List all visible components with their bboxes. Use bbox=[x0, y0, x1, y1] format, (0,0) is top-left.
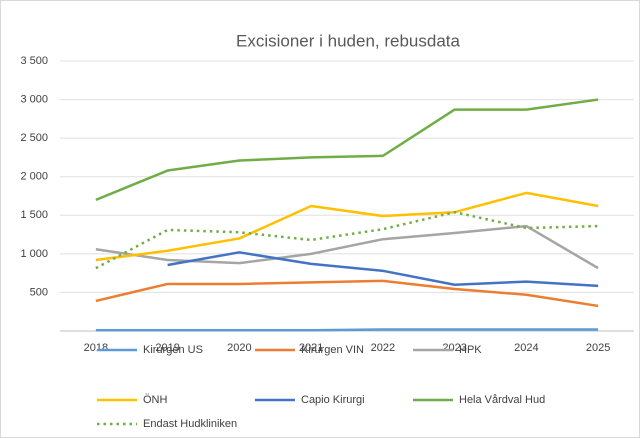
y-tick-label: 2 500 bbox=[20, 132, 48, 144]
legend-label: ÖNH bbox=[143, 394, 168, 406]
series-line bbox=[95, 328, 599, 332]
y-tick-label: 2 000 bbox=[20, 171, 48, 183]
legend-label: Kirurgen US bbox=[143, 344, 203, 356]
x-tick-label: 2020 bbox=[227, 342, 251, 354]
y-tick-label: 1 000 bbox=[20, 248, 48, 260]
series-line bbox=[95, 98, 599, 202]
x-tick-label: 2025 bbox=[586, 342, 610, 354]
x-tick-label: 2022 bbox=[371, 342, 395, 354]
x-tick-label: 2021 bbox=[299, 342, 323, 354]
chart-title: Excisioner i huden, rebusdata bbox=[236, 31, 461, 50]
series-line bbox=[95, 224, 599, 270]
series-line bbox=[167, 251, 599, 288]
y-tick-label: 500 bbox=[30, 286, 48, 298]
x-tick-label: 2024 bbox=[514, 342, 538, 354]
series-line bbox=[95, 191, 599, 262]
y-tick-label: 3 500 bbox=[20, 55, 48, 67]
x-tick-label: 2018 bbox=[84, 342, 108, 354]
series-line bbox=[95, 210, 599, 270]
series-line bbox=[95, 279, 599, 308]
y-tick-label: 1 500 bbox=[20, 209, 48, 221]
legend-label: HPK bbox=[459, 344, 482, 356]
y-tick-label: 3 000 bbox=[20, 93, 48, 105]
legend-label: Kirurgen VIN bbox=[301, 344, 364, 356]
legend-label: Hela Vårdval Hud bbox=[459, 394, 545, 406]
legend-label: Endast Hudkliniken bbox=[143, 418, 237, 430]
legend-label: Capio Kirurgi bbox=[301, 394, 365, 406]
x-tick-label: 2019 bbox=[155, 342, 179, 354]
